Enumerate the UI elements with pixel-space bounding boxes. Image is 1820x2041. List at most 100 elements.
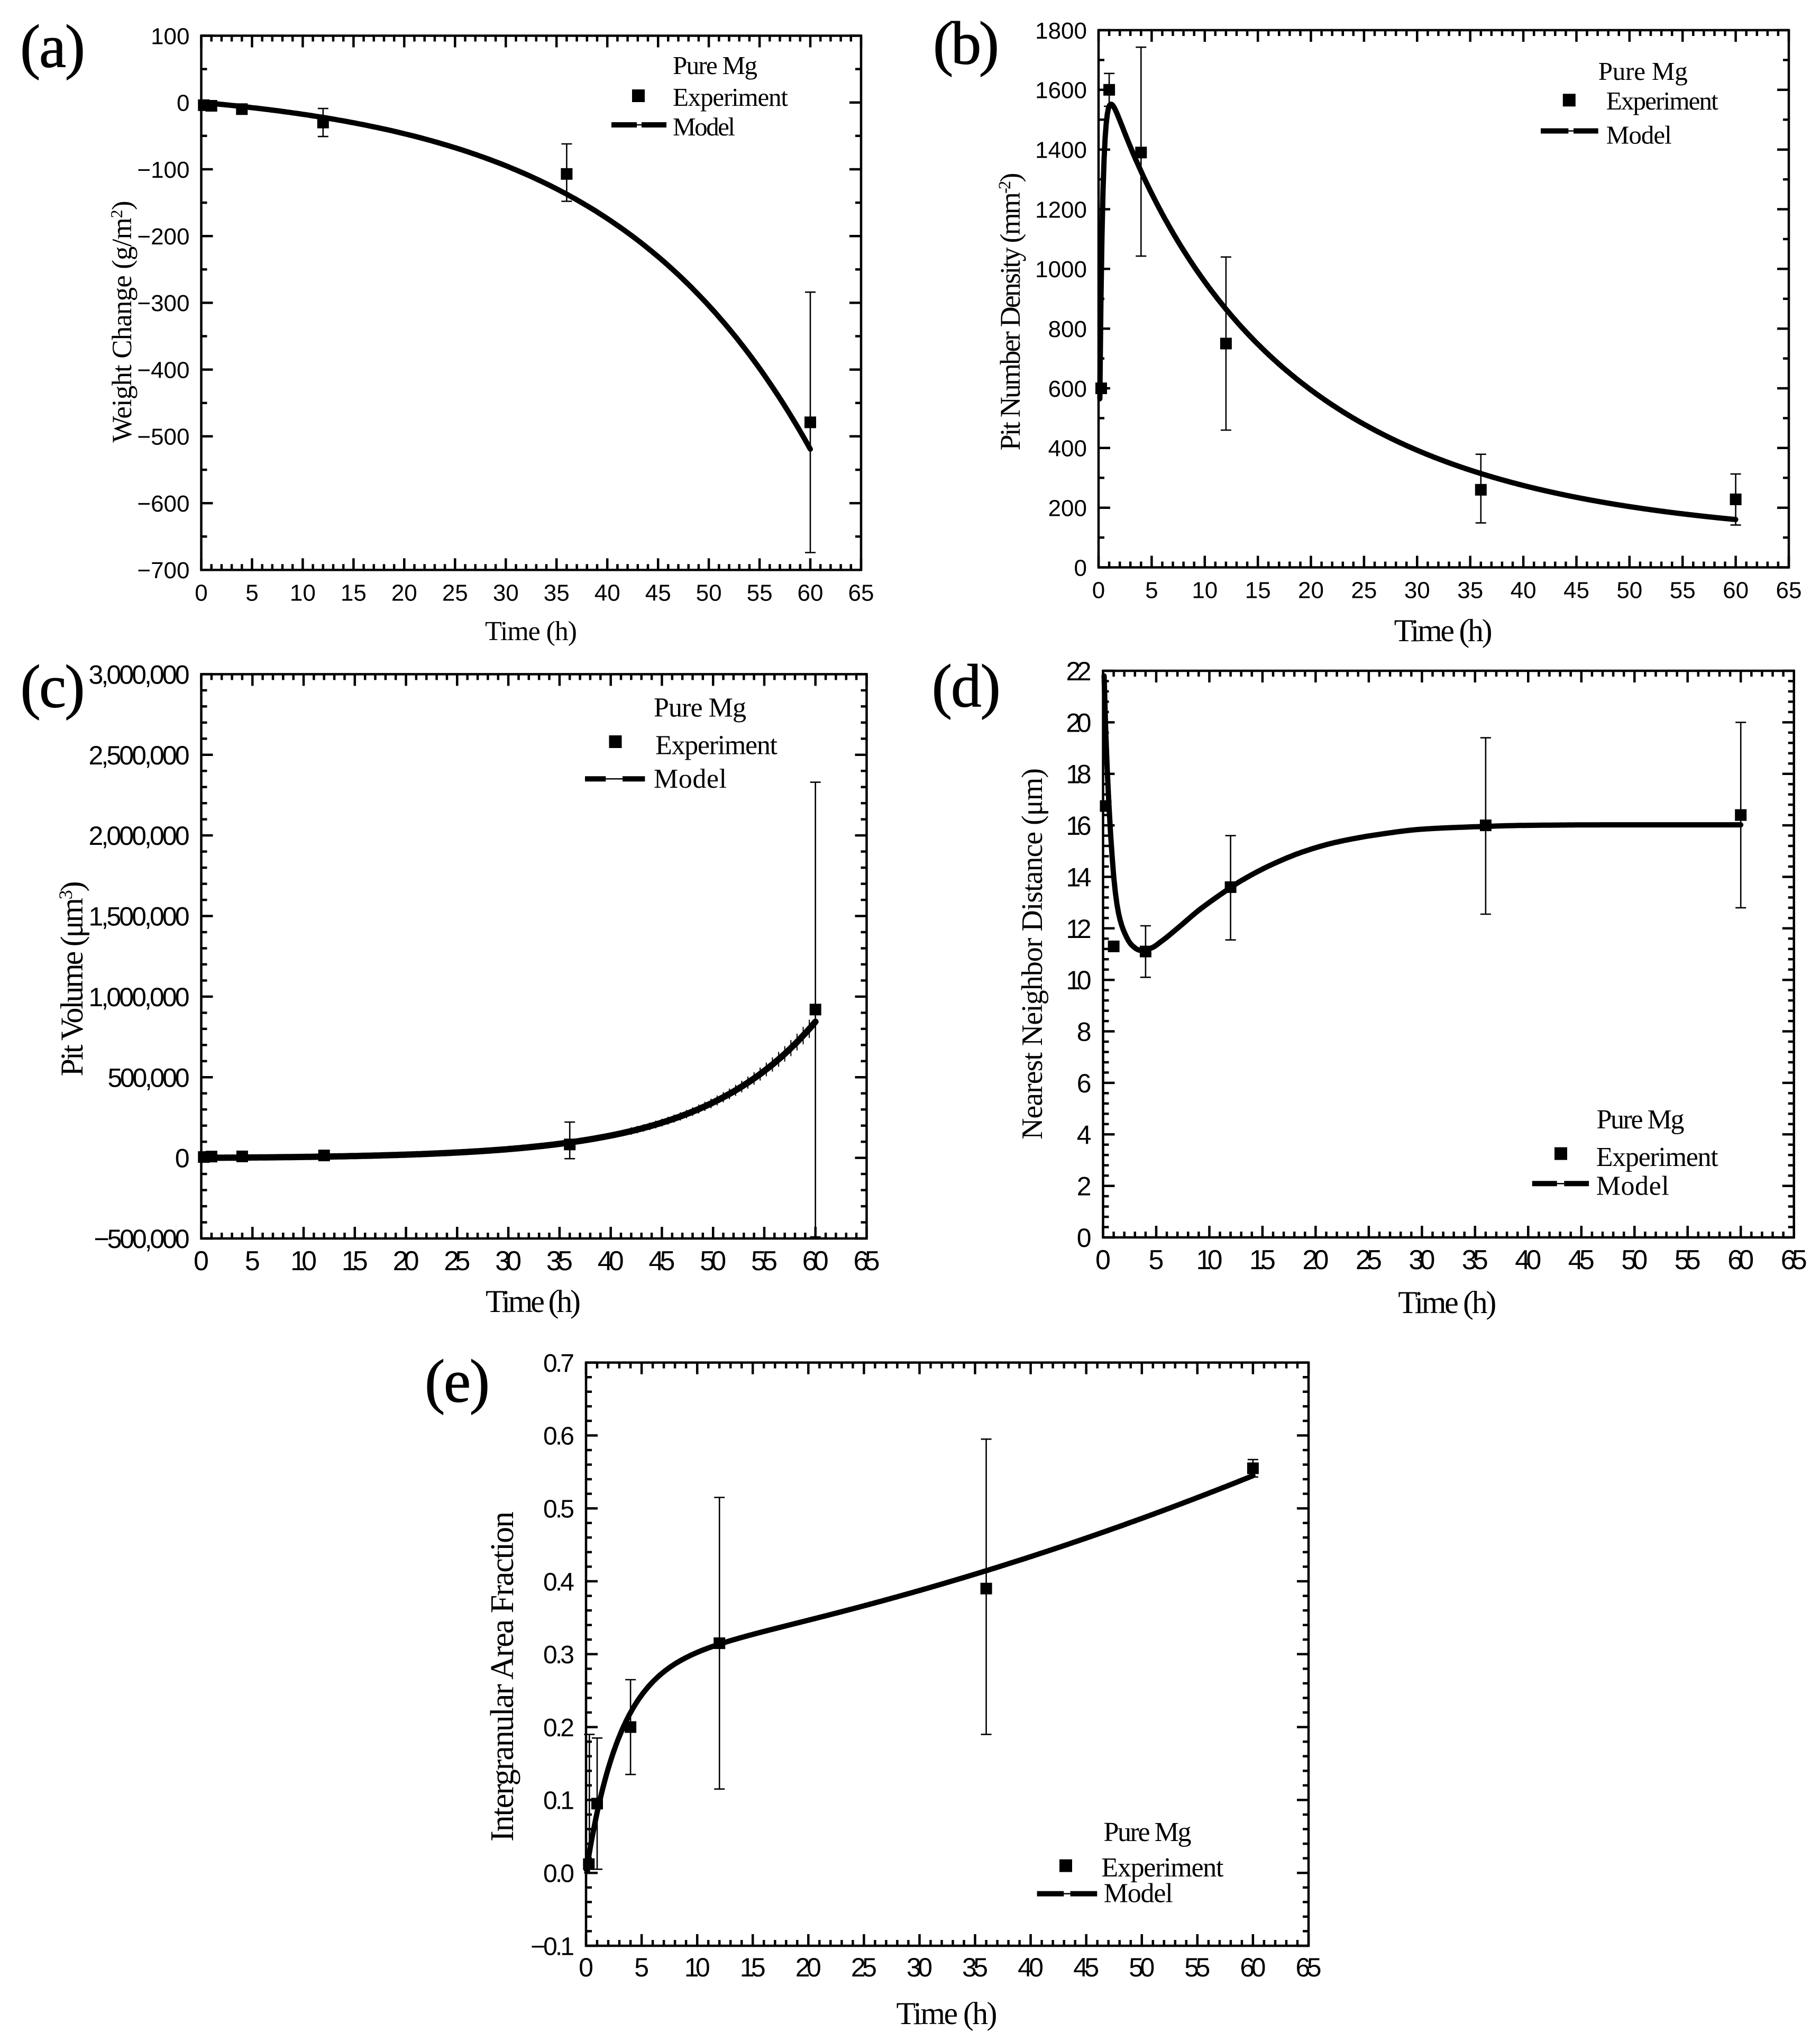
svg-text:−100: −100	[137, 157, 189, 183]
svg-text:Time (h): Time (h)	[1394, 613, 1493, 648]
svg-text:10: 10	[684, 1953, 710, 1982]
svg-text:12: 12	[1066, 914, 1092, 944]
svg-text:18: 18	[1066, 760, 1092, 789]
svg-text:0: 0	[1074, 555, 1087, 581]
svg-text:Pure Mg: Pure Mg	[1597, 1105, 1685, 1135]
svg-text:50: 50	[1616, 578, 1642, 604]
svg-text:60: 60	[1727, 1245, 1754, 1275]
svg-text:55: 55	[751, 1246, 778, 1277]
svg-text:5: 5	[1145, 578, 1158, 604]
svg-text:45: 45	[1568, 1245, 1595, 1275]
svg-text:(b): (b)	[933, 10, 999, 77]
svg-text:0: 0	[177, 90, 189, 116]
svg-text:400: 400	[1048, 436, 1087, 462]
svg-text:−500: −500	[137, 424, 189, 450]
svg-text:5: 5	[1149, 1245, 1164, 1275]
svg-text:15: 15	[1245, 578, 1271, 604]
svg-text:35: 35	[962, 1953, 988, 1982]
svg-text:0.6: 0.6	[543, 1423, 574, 1451]
svg-text:0: 0	[1077, 1223, 1092, 1253]
svg-text:65: 65	[1781, 1245, 1807, 1275]
svg-text:30: 30	[495, 1246, 522, 1277]
svg-text:(a): (a)	[20, 13, 85, 80]
svg-text:Pure Mg: Pure Mg	[1104, 1817, 1192, 1847]
svg-text:0.0: 0.0	[543, 1860, 574, 1888]
svg-text:−500,000: −500,000	[94, 1224, 190, 1254]
svg-text:5: 5	[245, 580, 258, 606]
svg-text:55: 55	[1670, 578, 1696, 604]
svg-text:0.3: 0.3	[543, 1641, 574, 1669]
svg-text:0.1: 0.1	[543, 1787, 574, 1815]
svg-text:50: 50	[1129, 1953, 1155, 1982]
svg-text:Time (h): Time (h)	[485, 616, 577, 646]
svg-text:0: 0	[195, 580, 207, 606]
svg-text:0: 0	[1095, 1245, 1111, 1275]
svg-text:35: 35	[546, 1246, 573, 1277]
svg-text:2,500,000: 2,500,000	[89, 741, 190, 770]
svg-text:Model: Model	[1596, 1171, 1669, 1201]
svg-text:14: 14	[1066, 863, 1092, 892]
svg-text:1800: 1800	[1035, 18, 1087, 44]
svg-text:20: 20	[1066, 708, 1092, 737]
svg-text:−200: −200	[137, 224, 189, 250]
svg-text:Time (h): Time (h)	[897, 1996, 998, 2031]
svg-text:55: 55	[1184, 1953, 1210, 1982]
svg-text:55: 55	[747, 580, 773, 606]
svg-text:500,000: 500,000	[108, 1063, 190, 1092]
svg-text:60: 60	[1240, 1953, 1266, 1982]
svg-text:0: 0	[579, 1953, 593, 1982]
svg-text:1,000,000: 1,000,000	[89, 982, 190, 1012]
svg-text:8: 8	[1077, 1017, 1092, 1047]
svg-text:20: 20	[795, 1953, 821, 1982]
svg-text:(d): (d)	[932, 653, 1001, 720]
svg-text:45: 45	[648, 1246, 675, 1277]
svg-text:2: 2	[1077, 1172, 1092, 1201]
svg-text:Pure Mg: Pure Mg	[654, 693, 746, 723]
svg-text:25: 25	[851, 1953, 877, 1982]
svg-text:65: 65	[848, 580, 874, 606]
svg-text:0.2: 0.2	[543, 1714, 574, 1742]
svg-text:Experiment: Experiment	[673, 83, 788, 112]
svg-text:25: 25	[1356, 1245, 1382, 1275]
svg-text:(c): (c)	[21, 653, 85, 721]
svg-text:10: 10	[1066, 965, 1092, 995]
svg-text:65: 65	[1296, 1953, 1322, 1982]
svg-text:−700: −700	[137, 558, 189, 584]
svg-text:35: 35	[544, 580, 570, 606]
svg-text:50: 50	[1621, 1245, 1648, 1275]
svg-text:1200: 1200	[1035, 197, 1087, 223]
svg-text:Time (h): Time (h)	[1398, 1285, 1496, 1320]
svg-text:30: 30	[493, 580, 519, 606]
svg-text:15: 15	[342, 1246, 368, 1277]
svg-text:Time (h): Time (h)	[486, 1284, 581, 1319]
svg-text:Model: Model	[1104, 1879, 1173, 1909]
svg-text:0: 0	[1092, 578, 1105, 604]
svg-text:20: 20	[393, 1246, 419, 1277]
svg-text:40: 40	[1018, 1953, 1044, 1982]
svg-text:6: 6	[1077, 1069, 1092, 1098]
svg-text:15: 15	[1249, 1245, 1276, 1275]
svg-text:1,500,000: 1,500,000	[89, 902, 190, 932]
svg-text:100: 100	[151, 23, 189, 49]
svg-text:50: 50	[696, 580, 722, 606]
svg-text:40: 40	[1515, 1245, 1541, 1275]
svg-text:16: 16	[1066, 811, 1092, 841]
svg-text:65: 65	[1776, 578, 1802, 604]
svg-text:4: 4	[1077, 1120, 1092, 1150]
svg-text:1000: 1000	[1035, 257, 1087, 283]
svg-text:20: 20	[391, 580, 417, 606]
svg-text:Experiment: Experiment	[1101, 1853, 1224, 1883]
svg-text:Experiment: Experiment	[655, 730, 778, 760]
svg-text:30: 30	[1409, 1245, 1435, 1275]
svg-text:800: 800	[1048, 316, 1087, 342]
svg-text:60: 60	[798, 580, 824, 606]
svg-text:0.5: 0.5	[543, 1496, 574, 1524]
svg-text:15: 15	[740, 1953, 766, 1982]
svg-text:55: 55	[1675, 1245, 1701, 1275]
svg-text:15: 15	[341, 580, 367, 606]
svg-text:10: 10	[1192, 578, 1218, 604]
svg-text:Pit Number Density (mm-2): Pit Number Density (mm-2)	[994, 173, 1026, 451]
svg-text:25: 25	[1351, 578, 1377, 604]
svg-text:−400: −400	[137, 358, 189, 384]
svg-text:Nearest Neighbor Distance (μm): Nearest Neighbor Distance (μm)	[1016, 768, 1049, 1140]
